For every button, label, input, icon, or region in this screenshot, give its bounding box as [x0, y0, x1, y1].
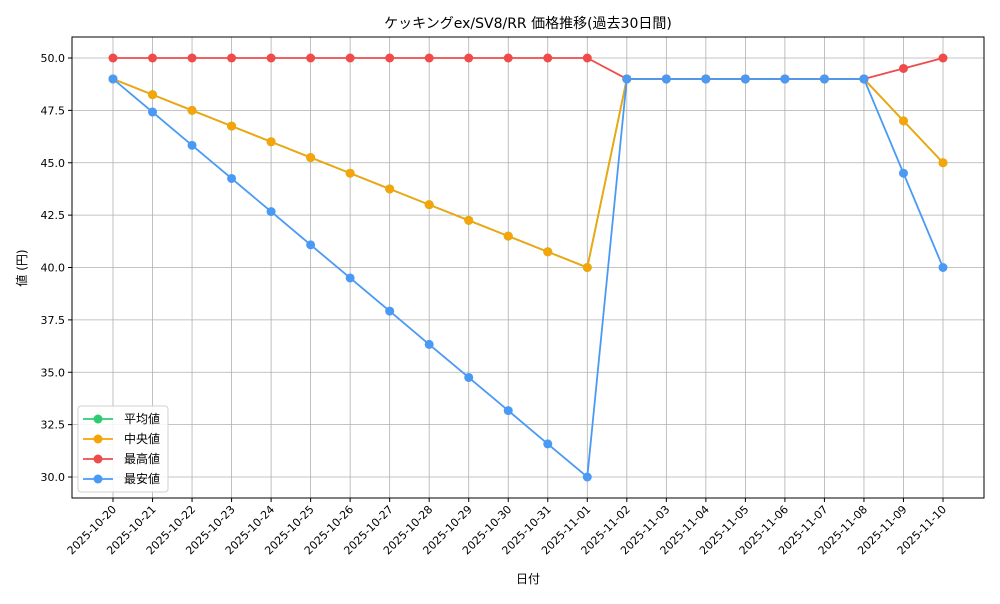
- data-point: [582, 263, 592, 272]
- data-point: [227, 121, 237, 131]
- y-tick-label: 32.5: [41, 419, 66, 432]
- data-point: [385, 184, 395, 194]
- data-point: [266, 207, 276, 217]
- legend-marker-icon: [93, 454, 103, 464]
- data-point: [345, 53, 355, 63]
- data-point: [148, 53, 158, 63]
- y-tick-label: 30.0: [41, 471, 66, 484]
- data-point: [464, 53, 474, 63]
- y-axis-label: 値 (円): [14, 249, 29, 286]
- legend-label: 最高値: [124, 451, 160, 466]
- y-tick-label: 40.0: [41, 262, 66, 275]
- data-point: [543, 53, 553, 63]
- legend-item: 最安値: [83, 471, 160, 486]
- y-tick-label: 37.5: [41, 314, 66, 327]
- data-point: [385, 306, 395, 316]
- legend-item: 平均値: [83, 411, 160, 426]
- legend-label: 最安値: [124, 471, 160, 486]
- data-point: [108, 53, 118, 63]
- data-point: [503, 406, 513, 416]
- data-point: [306, 240, 316, 250]
- grid: [72, 37, 984, 498]
- y-tick-label: 47.5: [41, 104, 66, 117]
- series-line: [113, 57, 944, 80]
- data-point: [819, 74, 829, 84]
- data-point: [898, 168, 908, 178]
- data-point: [740, 74, 750, 84]
- chart-title: ケッキングex/SV8/RR 価格推移(過去30日間): [384, 16, 672, 32]
- legend-item: 最高値: [83, 451, 160, 466]
- data-point: [622, 74, 632, 84]
- series-line: [112, 78, 944, 479]
- data-point: [385, 53, 395, 63]
- data-point: [187, 53, 197, 63]
- data-point: [266, 137, 276, 147]
- data-point: [938, 53, 948, 63]
- data-point: [306, 53, 316, 63]
- data-point: [503, 53, 513, 63]
- data-point: [108, 74, 118, 84]
- data-point: [582, 472, 592, 482]
- data-point: [227, 173, 237, 183]
- legend-marker-icon: [93, 474, 103, 484]
- data-point: [464, 215, 474, 225]
- legend-box: [77, 405, 169, 493]
- data-point: [266, 53, 276, 63]
- y-tick-label: 50.0: [41, 52, 66, 65]
- y-tick-label: 42.5: [41, 209, 66, 222]
- data-point: [187, 105, 197, 115]
- data-point: [701, 74, 711, 84]
- data-point: [345, 273, 355, 283]
- data-point: [424, 53, 434, 63]
- series-line: [112, 78, 944, 269]
- data-point: [543, 247, 553, 257]
- data-point: [187, 140, 197, 150]
- x-axis-ticks: 2025-10-202025-10-212025-10-222025-10-23…: [65, 498, 949, 557]
- data-point: [661, 74, 671, 84]
- data-point: [306, 153, 316, 163]
- series-0: [108, 74, 948, 272]
- data-point: [898, 116, 908, 126]
- data-point: [582, 53, 592, 63]
- series-3: [108, 74, 948, 482]
- y-tick-label: 35.0: [41, 366, 66, 379]
- data-point: [780, 74, 790, 84]
- data-point: [345, 168, 355, 178]
- series-layer: [108, 53, 948, 482]
- data-point: [503, 231, 513, 241]
- data-point: [938, 158, 948, 168]
- data-point: [898, 63, 908, 73]
- data-point: [424, 200, 434, 210]
- legend-marker-icon: [93, 414, 103, 424]
- data-point: [543, 439, 553, 449]
- data-point: [464, 372, 474, 382]
- data-point: [227, 53, 237, 63]
- data-point: [859, 74, 869, 84]
- y-axis-ticks: 30.0 32.5 35.0 37.5 40.0 42.5 45.0 47.5 50.0: [41, 52, 72, 484]
- x-axis-label: 日付: [516, 572, 540, 586]
- data-point: [148, 107, 158, 117]
- y-tick-label: 45.0: [41, 157, 66, 170]
- data-point: [938, 263, 948, 272]
- data-point: [424, 339, 434, 349]
- legend-item: 中央値: [83, 431, 160, 446]
- legend-label: 中央値: [124, 431, 160, 446]
- legend-label: 平均値: [124, 411, 160, 426]
- legend-marker-icon: [93, 434, 103, 444]
- series-line: [112, 78, 944, 269]
- data-point: [148, 90, 158, 100]
- series-1: [108, 74, 948, 272]
